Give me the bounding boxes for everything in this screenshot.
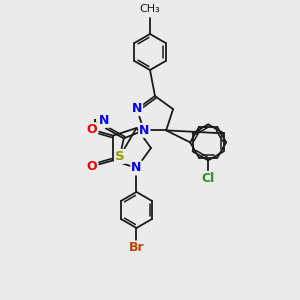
Text: CH₃: CH₃ [140,4,160,14]
Text: N: N [139,124,149,137]
Text: N: N [131,161,142,175]
Text: Cl: Cl [202,172,215,185]
Text: N: N [132,102,142,115]
Text: Br: Br [129,242,144,254]
Text: O: O [87,160,97,173]
Text: H: H [93,119,103,129]
Text: S: S [115,150,124,163]
Text: N: N [99,114,109,127]
Text: O: O [87,123,97,136]
